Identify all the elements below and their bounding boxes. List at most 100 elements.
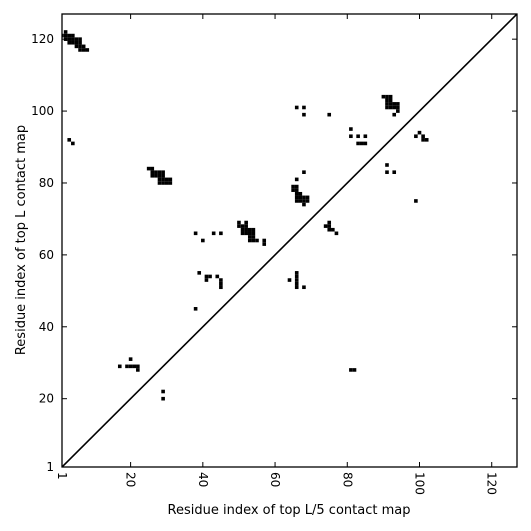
contact-point [164, 181, 169, 185]
contact-point [385, 105, 389, 110]
contact-point [81, 44, 86, 49]
x-tick-label: 20 [124, 472, 138, 487]
contact-point [298, 191, 303, 196]
y-tick-label: 40 [39, 320, 54, 334]
contact-point [247, 238, 252, 243]
contact-point [385, 98, 389, 103]
contact-point [244, 220, 248, 225]
contact-point [302, 170, 306, 174]
contact-point [128, 357, 133, 361]
contact-point [211, 231, 216, 236]
contact-point [291, 184, 295, 189]
contact-point [219, 281, 223, 286]
contact-point [71, 33, 75, 38]
contact-point [255, 238, 259, 243]
contact-point [78, 48, 82, 52]
contact-point [67, 33, 72, 38]
x-tick-label: 60 [268, 472, 282, 487]
contact-point [388, 94, 393, 99]
contact-point [128, 364, 133, 369]
contact-point [193, 231, 198, 236]
contact-point [150, 166, 155, 171]
contact-point [81, 48, 86, 52]
contact-point [62, 33, 64, 38]
contact-point [237, 224, 241, 228]
contact-point [305, 195, 310, 200]
contact-point [215, 274, 220, 279]
contact-point [164, 177, 169, 182]
contact-point [78, 37, 82, 41]
contact-point [136, 368, 140, 372]
contact-point [161, 181, 165, 185]
contact-point [251, 235, 256, 239]
contact-point [247, 235, 252, 239]
contact-point [161, 396, 165, 401]
contact-point [291, 188, 295, 192]
contact-point [201, 238, 205, 243]
contact-point [363, 141, 368, 146]
contact-point [251, 238, 256, 243]
contact-point [262, 242, 267, 246]
contact-point [298, 195, 303, 200]
contact-point [287, 278, 292, 282]
contact-point [396, 109, 400, 113]
contact-point [125, 364, 129, 369]
contact-point [421, 138, 425, 142]
x-axis-label: Residue index of top L/5 contact map [168, 503, 411, 518]
contact-point [392, 102, 397, 106]
contact-point [74, 44, 79, 49]
contact-point [294, 278, 299, 282]
contact-point [294, 281, 299, 286]
contact-point [150, 173, 155, 178]
contact-point [363, 134, 368, 139]
contact-point [78, 40, 82, 45]
contact-point [161, 170, 165, 174]
contact-point [161, 389, 165, 394]
contact-point [294, 188, 299, 192]
contact-point [294, 274, 299, 279]
contact-point [67, 138, 72, 142]
contact-point [78, 44, 82, 49]
diagonal-line [62, 14, 517, 467]
y-tick-label: 60 [39, 248, 54, 262]
contact-point [327, 224, 332, 228]
contact-point [136, 364, 140, 369]
contact-point [240, 224, 245, 228]
contact-point [117, 364, 122, 369]
contact-point [154, 170, 158, 174]
contact-point [359, 141, 364, 146]
contact-point [294, 199, 299, 203]
x-tick-label: 1 [55, 472, 69, 480]
contact-point [302, 195, 306, 200]
contact-point [240, 231, 245, 236]
contact-point [385, 102, 389, 106]
contact-point [219, 278, 223, 282]
contact-point [244, 227, 248, 232]
contact-point [331, 227, 335, 232]
contact-point [294, 105, 299, 110]
contact-point [146, 166, 151, 171]
contact-point [421, 134, 425, 139]
contact-point [385, 94, 389, 99]
contact-point [388, 98, 393, 103]
contact-point [414, 199, 418, 203]
contact-point [396, 102, 400, 106]
contact-point [327, 112, 332, 117]
contact-point [240, 227, 245, 232]
contact-point [157, 177, 162, 182]
y-tick-label: 100 [31, 104, 54, 118]
contact-point [193, 307, 198, 311]
contact-point [294, 184, 299, 189]
contact-point [204, 278, 209, 282]
contact-point [392, 112, 397, 117]
contact-point [161, 173, 165, 178]
x-tick-label: 80 [340, 472, 354, 487]
contact-point [302, 112, 306, 117]
contact-point [71, 40, 75, 45]
x-tick-label: 40 [196, 472, 210, 487]
contact-point [71, 141, 75, 146]
contact-point [219, 231, 223, 236]
plot-frame [61, 13, 518, 468]
